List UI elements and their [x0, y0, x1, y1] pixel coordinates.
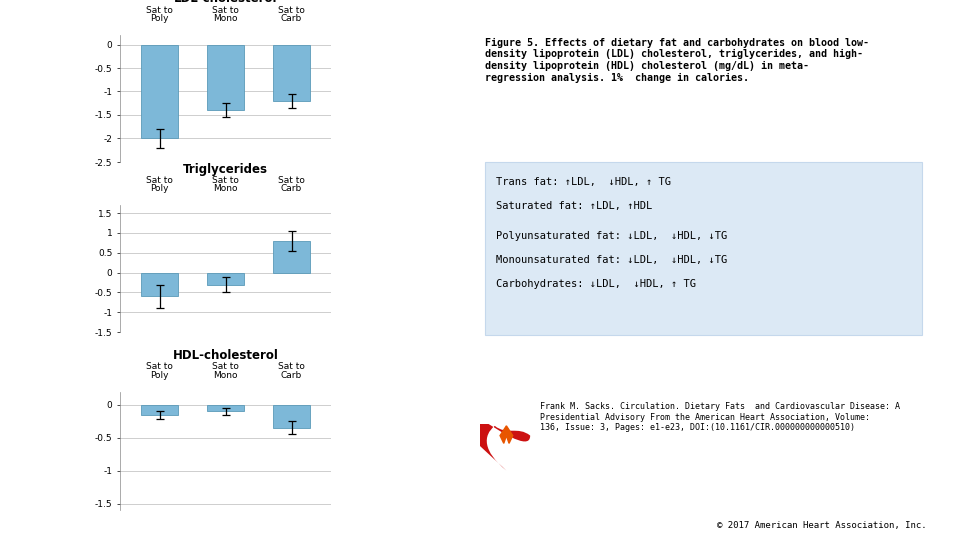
Text: Poly: Poly [151, 370, 169, 380]
Text: Carb: Carb [281, 184, 302, 193]
Text: Carb: Carb [281, 14, 302, 23]
Text: Poly: Poly [151, 184, 169, 193]
Text: Frank M. Sacks. Circulation. Dietary Fats  and Cardiovascular Disease: A
Preside: Frank M. Sacks. Circulation. Dietary Fat… [540, 402, 900, 432]
Bar [207, 404, 244, 411]
Text: LDL-cholesterol: LDL-cholesterol [174, 0, 277, 5]
Text: Sat to: Sat to [146, 176, 173, 185]
Bar [141, 273, 178, 296]
Bar [274, 241, 310, 273]
Text: Sat to: Sat to [278, 5, 305, 15]
Bar [274, 404, 310, 428]
Text: Sat to: Sat to [212, 176, 239, 185]
Text: © 2017 American Heart Association, Inc.: © 2017 American Heart Association, Inc. [717, 521, 926, 530]
Text: Sat to: Sat to [146, 362, 173, 371]
Bar [207, 273, 244, 285]
Text: Sat to: Sat to [278, 362, 305, 371]
Bar [207, 44, 244, 110]
Text: Monounsaturated fat: ↓LDL,  ↓HDL, ↓TG: Monounsaturated fat: ↓LDL, ↓HDL, ↓TG [496, 255, 728, 265]
Text: Sat to: Sat to [212, 362, 239, 371]
Bar [141, 44, 178, 138]
Text: Carb: Carb [281, 370, 302, 380]
Text: Sat to: Sat to [212, 5, 239, 15]
Text: Poly: Poly [151, 14, 169, 23]
Text: Carbohydrates: ↓LDL,  ↓HDL, ↑ TG: Carbohydrates: ↓LDL, ↓HDL, ↑ TG [496, 279, 696, 289]
Text: Saturated fat: ↑LDL, ↑HDL: Saturated fat: ↑LDL, ↑HDL [496, 201, 653, 211]
Text: Mono: Mono [213, 370, 238, 380]
Text: Polyunsaturated fat: ↓LDL,  ↓HDL, ↓TG: Polyunsaturated fat: ↓LDL, ↓HDL, ↓TG [496, 231, 728, 241]
Text: Mono: Mono [213, 184, 238, 193]
Text: Figure 5. Effects of dietary fat and carbohydrates on blood low-
density lipopro: Figure 5. Effects of dietary fat and car… [485, 38, 869, 83]
Text: Mono: Mono [213, 14, 238, 23]
Bar [274, 44, 310, 101]
Polygon shape [500, 426, 513, 443]
Text: Trans fat: ↑LDL,  ↓HDL, ↑ TG: Trans fat: ↑LDL, ↓HDL, ↑ TG [496, 177, 671, 187]
Bar [141, 404, 178, 415]
Text: Sat to: Sat to [278, 176, 305, 185]
Text: Sat to: Sat to [146, 5, 173, 15]
PathPatch shape [0, 426, 530, 540]
Text: HDL-cholesterol: HDL-cholesterol [173, 349, 278, 362]
Text: Triglycerides: Triglycerides [183, 163, 268, 176]
